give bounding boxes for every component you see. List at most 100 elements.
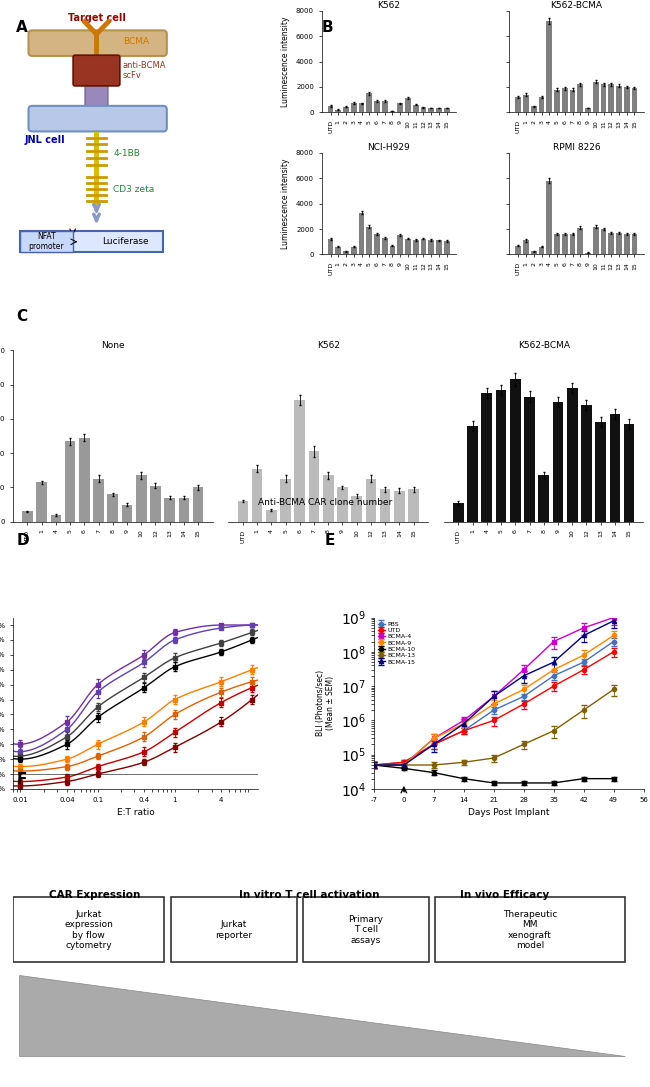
Bar bbox=[179, 498, 189, 522]
Bar bbox=[337, 487, 348, 522]
Text: B: B bbox=[322, 20, 333, 35]
Bar bbox=[405, 238, 411, 254]
Bar bbox=[624, 234, 630, 254]
Text: In vivo Efficacy: In vivo Efficacy bbox=[460, 890, 549, 900]
Bar bbox=[436, 240, 442, 254]
Bar bbox=[554, 89, 560, 112]
Text: Anti-BCMA CAR clone number: Anti-BCMA CAR clone number bbox=[258, 499, 392, 508]
Bar bbox=[122, 504, 133, 522]
Bar bbox=[389, 111, 395, 112]
Bar bbox=[51, 515, 61, 522]
Bar bbox=[328, 239, 333, 254]
Bar bbox=[266, 510, 277, 522]
X-axis label: Days Post Implant: Days Post Implant bbox=[468, 808, 549, 817]
FancyBboxPatch shape bbox=[29, 30, 167, 55]
Bar bbox=[294, 400, 305, 522]
Text: BCMA: BCMA bbox=[123, 37, 149, 46]
Text: C: C bbox=[16, 309, 27, 324]
Bar bbox=[359, 213, 365, 254]
Y-axis label: BLI (Photons/sec)
(Mean ± SEM): BLI (Photons/sec) (Mean ± SEM) bbox=[316, 671, 335, 736]
Text: 10: 10 bbox=[223, 967, 244, 983]
Bar bbox=[309, 451, 319, 522]
Bar bbox=[65, 441, 75, 522]
Bar bbox=[510, 379, 521, 522]
Bar bbox=[22, 511, 32, 522]
Bar bbox=[562, 88, 567, 112]
Text: JNL cell: JNL cell bbox=[25, 135, 66, 145]
Text: CAR Expression: CAR Expression bbox=[49, 890, 140, 900]
Bar bbox=[531, 107, 537, 112]
Bar bbox=[539, 247, 545, 254]
Bar bbox=[252, 468, 263, 522]
Bar bbox=[538, 475, 549, 522]
Title: K562: K562 bbox=[377, 1, 400, 10]
Bar bbox=[237, 501, 248, 522]
Bar bbox=[562, 234, 567, 254]
Bar bbox=[593, 82, 599, 112]
Bar bbox=[523, 95, 529, 112]
Bar bbox=[524, 397, 535, 522]
Text: NFAT
promoter: NFAT promoter bbox=[29, 233, 64, 251]
Bar bbox=[280, 479, 291, 522]
Bar bbox=[585, 108, 591, 112]
Bar bbox=[601, 85, 606, 112]
Bar bbox=[624, 424, 634, 522]
FancyBboxPatch shape bbox=[303, 898, 429, 962]
Bar bbox=[515, 246, 521, 254]
Bar bbox=[413, 240, 419, 254]
Bar bbox=[335, 247, 341, 254]
Bar bbox=[389, 246, 395, 254]
Bar bbox=[601, 229, 606, 254]
Title: K562: K562 bbox=[317, 340, 340, 350]
Bar bbox=[36, 483, 47, 522]
Bar bbox=[552, 402, 564, 522]
Bar bbox=[569, 234, 575, 254]
Bar bbox=[323, 475, 333, 522]
Bar bbox=[405, 99, 411, 112]
Title: K562-BCMA: K562-BCMA bbox=[518, 340, 570, 350]
Bar bbox=[367, 226, 372, 254]
Text: 4-1BB: 4-1BB bbox=[113, 149, 140, 158]
Bar bbox=[608, 85, 614, 112]
Bar bbox=[93, 479, 104, 522]
Bar bbox=[547, 180, 552, 254]
Bar bbox=[624, 87, 630, 112]
Bar bbox=[374, 234, 380, 254]
FancyBboxPatch shape bbox=[436, 898, 625, 962]
Bar bbox=[444, 241, 450, 254]
Bar bbox=[343, 251, 349, 254]
Bar bbox=[577, 228, 583, 254]
Bar bbox=[428, 108, 434, 112]
Text: 7: 7 bbox=[373, 986, 384, 1001]
Bar bbox=[585, 252, 591, 254]
Bar bbox=[136, 475, 146, 522]
Text: In vitro T cell activation: In vitro T cell activation bbox=[239, 890, 380, 900]
Bar bbox=[351, 247, 357, 254]
Text: CD3 zeta: CD3 zeta bbox=[113, 186, 155, 195]
Text: Target cell: Target cell bbox=[68, 13, 125, 23]
Bar bbox=[515, 97, 521, 112]
Bar bbox=[610, 414, 620, 522]
Bar bbox=[593, 226, 599, 254]
Bar bbox=[394, 491, 405, 522]
Polygon shape bbox=[20, 975, 625, 1057]
Bar bbox=[567, 388, 578, 522]
Bar bbox=[547, 21, 552, 112]
Bar bbox=[107, 495, 118, 522]
Bar bbox=[496, 390, 506, 522]
Title: RPMI 8226: RPMI 8226 bbox=[552, 143, 600, 152]
Bar bbox=[380, 489, 391, 522]
FancyBboxPatch shape bbox=[20, 232, 73, 252]
Bar bbox=[577, 85, 583, 112]
Bar bbox=[421, 108, 426, 112]
FancyBboxPatch shape bbox=[73, 55, 120, 86]
Text: Therapeutic
MM
xenograft
model: Therapeutic MM xenograft model bbox=[503, 910, 557, 950]
Bar bbox=[413, 104, 419, 112]
Text: E: E bbox=[325, 533, 335, 548]
Bar bbox=[595, 422, 606, 522]
Title: NCI-H929: NCI-H929 bbox=[367, 143, 410, 152]
Text: 15: 15 bbox=[66, 946, 86, 961]
Bar bbox=[554, 234, 560, 254]
FancyBboxPatch shape bbox=[29, 105, 167, 132]
Bar bbox=[436, 108, 442, 112]
